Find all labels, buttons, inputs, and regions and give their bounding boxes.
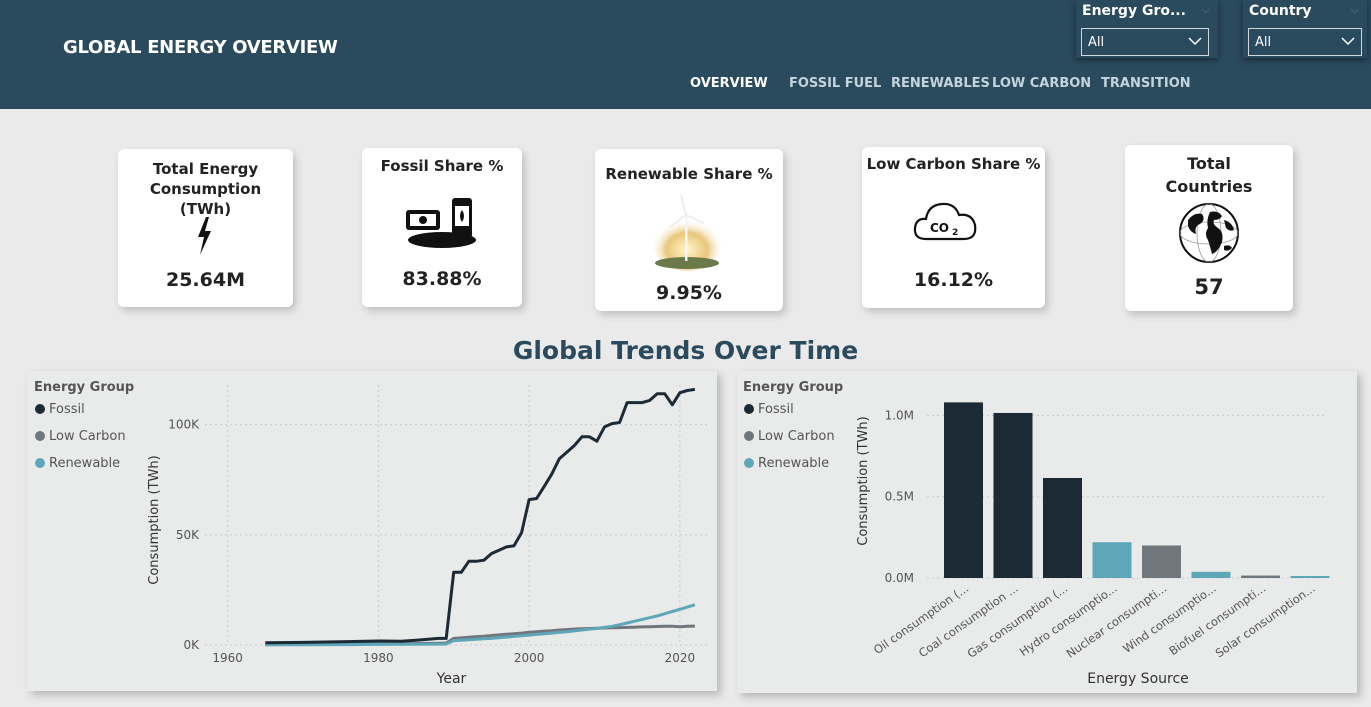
bar[interactable] bbox=[1241, 575, 1280, 578]
chevron-down-icon[interactable]: ⌵ bbox=[1201, 3, 1210, 16]
energy-group-dropdown[interactable]: All bbox=[1081, 28, 1209, 56]
renewable-share-card: Renewable Share % 9.95% bbox=[595, 149, 783, 311]
line-legend-renewable[interactable]: Renewable bbox=[35, 456, 120, 471]
bar[interactable] bbox=[1142, 545, 1181, 578]
bar-chart-panel: Energy Group Fossil Low Carbon Renewable… bbox=[737, 371, 1357, 693]
renewable-share-value: 9.95% bbox=[656, 282, 722, 304]
bar-legend-low-carbon[interactable]: Low Carbon bbox=[744, 429, 835, 444]
chevron-down-icon bbox=[1188, 37, 1202, 46]
x-axis-label: Year bbox=[436, 671, 467, 687]
low-carbon-share-card: Low Carbon Share % CO 2 16.12% bbox=[862, 147, 1045, 308]
y-axis-label: Consumption (TWh) bbox=[856, 416, 871, 545]
line-legend-title: Energy Group bbox=[34, 380, 135, 395]
legend-label: Low Carbon bbox=[758, 429, 835, 444]
x-tick-label: 1960 bbox=[212, 651, 243, 665]
line-legend-fossil[interactable]: Fossil bbox=[35, 402, 85, 417]
low-carbon-share-card-title: Low Carbon Share % bbox=[866, 155, 1041, 173]
legend-dot bbox=[744, 404, 754, 414]
line-chart-panel: Energy Group Fossil Low Carbon Renewable… bbox=[27, 371, 717, 691]
total-countries-value: 57 bbox=[1194, 275, 1224, 299]
tab-transition[interactable]: TRANSITION bbox=[1101, 76, 1191, 91]
bar[interactable] bbox=[1191, 571, 1231, 578]
bar[interactable] bbox=[1092, 542, 1132, 578]
legend-label: Low Carbon bbox=[49, 429, 126, 444]
legend-label: Fossil bbox=[49, 402, 85, 417]
energy-group-slicer-label: Energy Gro... bbox=[1082, 3, 1186, 19]
x-tick-label: 2000 bbox=[514, 651, 545, 665]
legend-dot bbox=[35, 404, 45, 414]
y-tick-label: 0.0M bbox=[885, 571, 914, 585]
tab-low-carbon[interactable]: LOW CARBON bbox=[992, 76, 1092, 91]
total-countries-card: Total Countries 57 bbox=[1125, 145, 1293, 311]
lightning-icon bbox=[198, 217, 211, 255]
y-tick-label: 0K bbox=[183, 638, 200, 652]
line-legend-low-carbon[interactable]: Low Carbon bbox=[35, 429, 126, 444]
y-axis-label: Consumption (TWh) bbox=[147, 455, 162, 584]
svg-text:CO: CO bbox=[930, 221, 949, 235]
x-tick-label: 1980 bbox=[363, 651, 394, 665]
y-tick-label: 0.5M bbox=[885, 490, 914, 504]
total-energy-card: Total Energy Consumption (TWh) 25.64M bbox=[118, 149, 293, 307]
series-line-fossil[interactable] bbox=[265, 387, 696, 645]
tab-overview[interactable]: OVERVIEW bbox=[690, 76, 768, 91]
bar[interactable] bbox=[993, 412, 1033, 578]
bar-legend-renewable[interactable]: Renewable bbox=[744, 456, 829, 471]
wind-turbine-icon bbox=[653, 195, 721, 271]
svg-text:2: 2 bbox=[952, 228, 958, 237]
energy-group-selected-value: All bbox=[1088, 35, 1105, 50]
chevron-down-icon[interactable]: ⌵ bbox=[1350, 3, 1359, 16]
total-energy-value: 25.64M bbox=[165, 269, 245, 291]
legend-dot bbox=[35, 458, 45, 468]
tab-renewables[interactable]: RENEWABLES bbox=[891, 76, 990, 91]
legend-dot bbox=[744, 458, 754, 468]
oil-barrels-icon bbox=[406, 198, 476, 248]
y-tick-label: 1.0M bbox=[885, 408, 914, 422]
legend-dot bbox=[35, 431, 45, 441]
globe-icon bbox=[1179, 203, 1239, 263]
country-slicer: Country ⌵ All bbox=[1243, 0, 1367, 58]
y-tick-label: 50K bbox=[176, 528, 200, 542]
total-energy-card-title: Total Energy Consumption (TWh) bbox=[149, 160, 262, 218]
x-axis-label: Energy Source bbox=[1087, 671, 1189, 687]
section-title: Global Trends Over Time bbox=[512, 336, 859, 365]
country-selected-value: All bbox=[1255, 35, 1272, 50]
legend-dot bbox=[744, 431, 754, 441]
bar[interactable] bbox=[1043, 477, 1082, 578]
renewable-share-card-title: Renewable Share % bbox=[605, 165, 773, 183]
legend-label: Renewable bbox=[758, 456, 830, 471]
bar-chart: 0.0M 0.5M 1.0M Energy Source Consumption (TW… bbox=[856, 402, 1330, 687]
bar[interactable] bbox=[944, 402, 983, 578]
fossil-share-card: Fossil Share % 83.88% bbox=[362, 148, 522, 307]
x-tick-label: 2020 bbox=[665, 651, 696, 665]
line-chart: 1960 1980 2000 2020 0K 50K 100K Year Consumption… bbox=[147, 385, 710, 687]
fossil-share-value: 83.88% bbox=[402, 268, 482, 290]
low-carbon-share-value: 16.12% bbox=[913, 269, 994, 291]
series-line-renewable[interactable] bbox=[265, 603, 696, 647]
chevron-down-icon bbox=[1341, 37, 1355, 46]
total-countries-card-title: Total Countries bbox=[1165, 154, 1253, 196]
y-tick-label: 100K bbox=[168, 418, 200, 432]
fossil-share-card-title: Fossil Share % bbox=[380, 157, 504, 175]
tab-fossil-fuel[interactable]: FOSSIL FUEL bbox=[789, 76, 882, 91]
legend-label: Renewable bbox=[49, 456, 121, 471]
bar-legend-title: Energy Group bbox=[743, 380, 844, 395]
country-slicer-label: Country bbox=[1249, 3, 1312, 19]
country-dropdown[interactable]: All bbox=[1248, 28, 1362, 56]
bar[interactable] bbox=[1290, 576, 1330, 578]
co2-label-icon: CO 2 bbox=[930, 221, 958, 237]
legend-label: Fossil bbox=[758, 402, 794, 417]
energy-group-slicer: Energy Gro... ⌵ All bbox=[1076, 0, 1218, 58]
page-title: GLOBAL ENERGY OVERVIEW bbox=[63, 37, 338, 58]
bar-legend-fossil[interactable]: Fossil bbox=[744, 402, 794, 417]
co2-cloud-icon bbox=[913, 202, 977, 241]
